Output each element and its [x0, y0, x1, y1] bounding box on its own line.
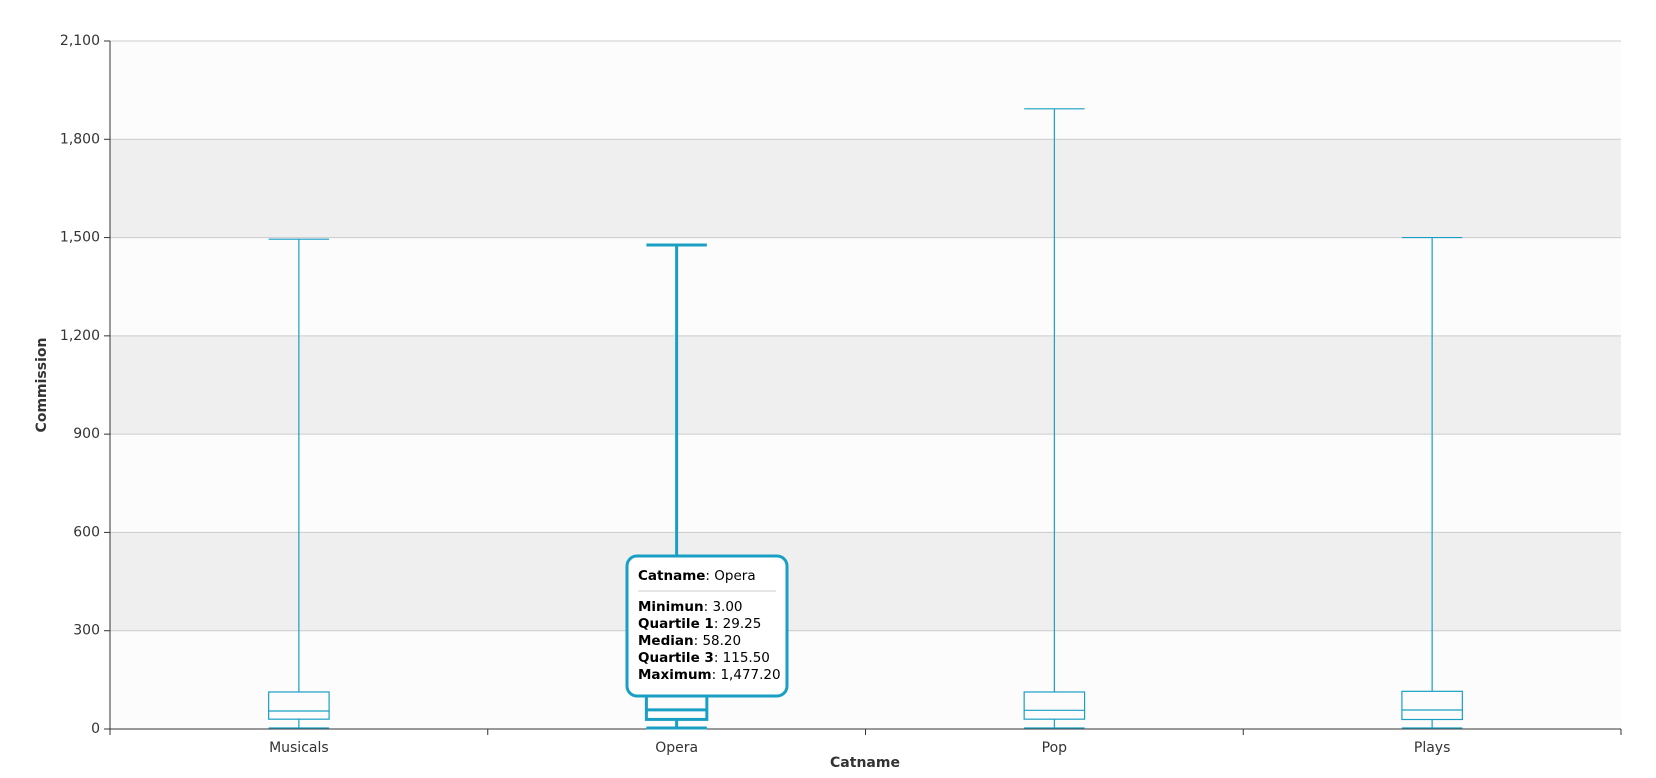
x-tick-label: Plays	[1414, 740, 1451, 756]
plot-band	[110, 237, 1621, 336]
y-tick-label: 600	[73, 524, 100, 540]
box	[268, 691, 330, 720]
plot-band	[110, 630, 1621, 729]
tooltip-line: Quartile 3: 115.50	[638, 650, 770, 666]
tooltip-line: Catname: Opera	[638, 568, 756, 584]
plot-band	[110, 532, 1621, 631]
tooltip-value: 115.50	[723, 650, 770, 666]
tooltip-separator: :	[705, 568, 714, 584]
y-axis-title: Commission	[34, 338, 50, 433]
box	[1023, 691, 1086, 720]
tooltip-value: 29.25	[723, 616, 762, 632]
tooltip-label: Quartile 1	[638, 616, 714, 632]
y-tick-label: 1,800	[60, 131, 100, 147]
y-tick-label: 2,100	[60, 33, 100, 49]
x-tick-label: Musicals	[269, 740, 329, 756]
tooltip-line: Maximum: 1,477.20	[638, 667, 781, 683]
tooltip-label: Catname	[638, 568, 705, 584]
tooltip-line: Minimun: 3.00	[638, 599, 743, 615]
tooltip-value: Opera	[714, 568, 755, 584]
plot-band	[110, 139, 1621, 238]
tooltip-separator: :	[704, 599, 713, 615]
tooltip-separator: :	[714, 616, 723, 632]
y-tick-label: 1,200	[60, 328, 100, 344]
y-tick-label: 300	[73, 623, 100, 639]
y-tick-label: 1,500	[60, 230, 100, 246]
plot-band	[110, 434, 1621, 533]
tooltip-value: 1,477.20	[720, 667, 780, 683]
plot-band	[110, 335, 1621, 435]
x-tick-label: Opera	[655, 740, 698, 756]
plot-band	[110, 41, 1621, 140]
tooltip-separator: :	[694, 633, 703, 649]
tooltip-label: Minimun	[638, 599, 704, 615]
y-tick-label: 900	[73, 426, 100, 442]
tooltip-value: 58.20	[702, 633, 741, 649]
tooltip-separator: :	[712, 667, 721, 683]
y-tick-label: 0	[91, 721, 100, 737]
tooltip-separator: :	[714, 650, 723, 666]
tooltip-line: Median: 58.20	[638, 633, 741, 649]
x-axis-title: Catname	[830, 755, 900, 771]
tooltip-label: Median	[638, 633, 694, 649]
tooltip-label: Quartile 3	[638, 650, 714, 666]
box	[1401, 690, 1463, 721]
tooltip-value: 3.00	[712, 599, 742, 615]
tooltip-label: Maximum	[638, 667, 712, 683]
x-tick-label: Pop	[1042, 740, 1068, 756]
tooltip-line: Quartile 1: 29.25	[638, 616, 761, 632]
